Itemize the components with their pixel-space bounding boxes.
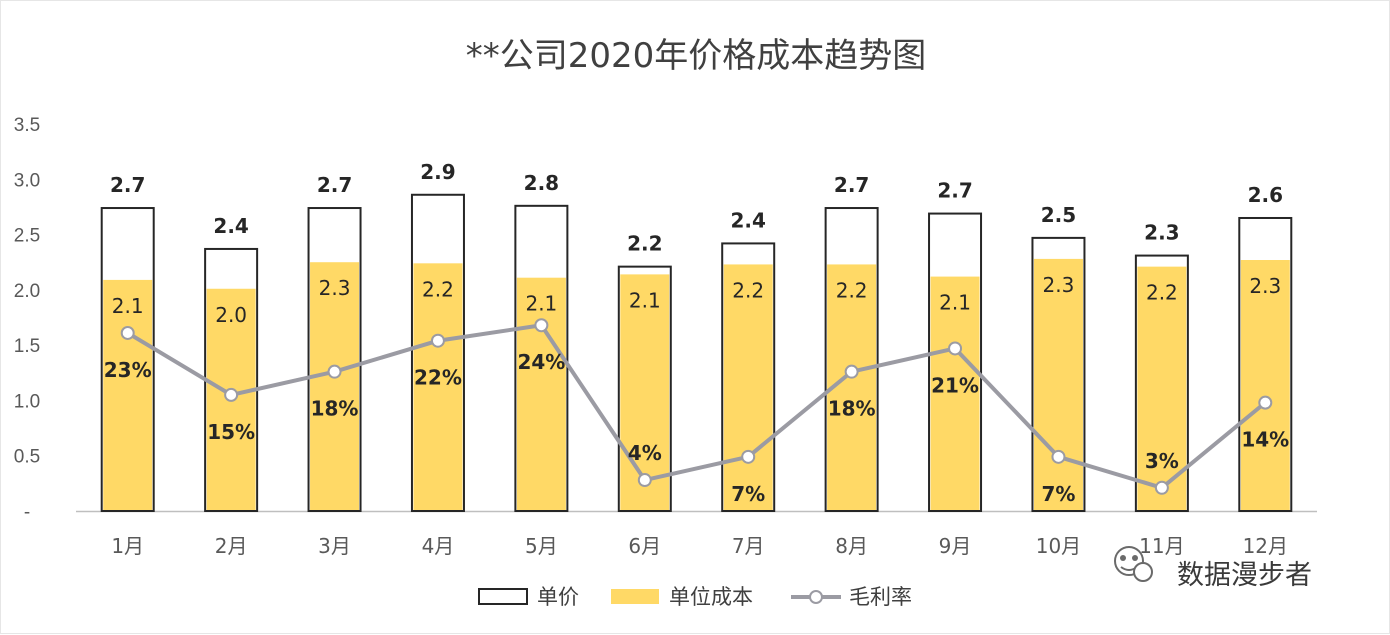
price-label: 2.7 xyxy=(110,173,145,197)
y-tick-label: - xyxy=(24,502,30,523)
cost-bar xyxy=(1137,266,1187,510)
price-label: 2.9 xyxy=(420,160,455,184)
cost-label: 2.3 xyxy=(319,276,351,300)
cost-bar xyxy=(1033,258,1083,510)
cost-bar xyxy=(930,276,980,510)
chart-title: **公司2020年价格成本趋势图 xyxy=(466,36,927,76)
margin-point xyxy=(1258,395,1273,410)
legend-swatch-margin-marker xyxy=(809,590,823,604)
margin-point xyxy=(637,473,652,488)
x-tick-label: 3月 xyxy=(318,534,351,558)
cost-label: 2.1 xyxy=(112,294,144,318)
y-tick-label: 3.5 xyxy=(14,115,40,136)
watermark: 数据漫步者 xyxy=(1114,546,1312,591)
x-tick-label: 8月 xyxy=(835,534,868,558)
margin-label: 7% xyxy=(1041,482,1075,506)
cost-bar xyxy=(1240,260,1290,510)
margin-label: 21% xyxy=(931,373,979,397)
y-axis: - 0.5 1.0 1.5 2.0 2.5 3.0 3.5 xyxy=(14,115,40,523)
x-tick-label: 2月 xyxy=(215,534,248,558)
margin-label: 24% xyxy=(517,350,565,374)
watermark-text: 数据漫步者 xyxy=(1177,560,1312,591)
y-tick-label: 1.5 xyxy=(14,336,40,357)
data-labels: 2.7 2.1 23% 2.4 2.0 15% 2.7 2.3 18% 2.9 2.2 22% 2.8 2… xyxy=(104,160,1289,506)
x-tick-label: 12月 xyxy=(1243,534,1288,558)
y-tick-label: 2.5 xyxy=(14,226,40,247)
legend-label-margin: 毛利率 xyxy=(849,585,912,609)
x-tick-label: 10月 xyxy=(1036,534,1081,558)
margin-label: 3% xyxy=(1145,449,1179,473)
cost-bar xyxy=(413,263,463,510)
margin-point xyxy=(844,364,859,379)
price-label: 2.7 xyxy=(317,173,352,197)
cost-label: 2.1 xyxy=(939,291,971,315)
margin-point xyxy=(741,449,756,464)
margin-point xyxy=(1154,480,1169,495)
margin-line xyxy=(126,323,1267,490)
margin-line-series xyxy=(120,318,1273,495)
margin-label: 15% xyxy=(207,420,255,444)
x-tick-label: 6月 xyxy=(628,534,661,558)
price-label: 2.4 xyxy=(213,214,248,238)
legend-swatch-price xyxy=(478,588,528,605)
price-label: 2.2 xyxy=(627,232,662,256)
margin-point xyxy=(948,341,963,356)
price-label: 2.6 xyxy=(1248,183,1283,207)
margin-point xyxy=(120,325,135,340)
y-tick-label: 3.0 xyxy=(14,170,40,191)
margin-label: 18% xyxy=(828,397,876,421)
margin-label: 7% xyxy=(731,482,765,506)
cost-label: 2.3 xyxy=(1043,273,1075,297)
cost-label: 2.2 xyxy=(422,277,454,301)
margin-point xyxy=(327,364,342,379)
cost-label: 2.0 xyxy=(215,303,247,327)
price-label: 2.5 xyxy=(1041,203,1076,227)
price-label: 2.4 xyxy=(730,208,765,232)
margin-label: 22% xyxy=(414,366,462,390)
cost-label: 2.1 xyxy=(525,292,557,316)
margin-point xyxy=(1051,449,1066,464)
cost-bar xyxy=(620,274,670,510)
legend-swatch-cost xyxy=(611,589,659,604)
cost-label: 2.2 xyxy=(1146,281,1178,305)
margin-label: 18% xyxy=(311,397,359,421)
price-label: 2.8 xyxy=(524,171,559,195)
x-tick-label: 7月 xyxy=(732,534,765,558)
legend-label-price: 单价 xyxy=(537,585,579,609)
wechat-icon xyxy=(1114,546,1153,582)
y-tick-label: 0.5 xyxy=(14,447,40,468)
x-tick-label: 5月 xyxy=(525,534,558,558)
margin-point xyxy=(224,387,239,402)
legend-label-cost: 单位成本 xyxy=(669,585,753,609)
bar-series xyxy=(100,193,1293,513)
margin-label: 14% xyxy=(1241,428,1289,452)
legend: 单价 单位成本 毛利率 xyxy=(478,585,912,609)
cost-bar xyxy=(516,277,566,510)
margin-point xyxy=(534,318,549,333)
x-tick-label: 9月 xyxy=(939,534,972,558)
margin-label: 4% xyxy=(628,441,662,465)
margin-point xyxy=(430,333,445,348)
x-axis: 1月 2月 3月 4月 5月 6月 7月 8月 9月 10月 11月 12月 xyxy=(76,510,1317,558)
y-tick-label: 2.0 xyxy=(14,281,40,302)
cost-label: 2.2 xyxy=(732,278,764,302)
cost-bar xyxy=(310,262,360,510)
cost-bar xyxy=(103,279,153,510)
x-tick-label: 1月 xyxy=(111,534,144,558)
price-label: 2.7 xyxy=(937,179,972,203)
price-label: 2.3 xyxy=(1144,221,1179,245)
cost-label: 2.2 xyxy=(836,278,868,302)
margin-label: 23% xyxy=(104,358,152,382)
x-tick-label: 4月 xyxy=(422,534,455,558)
x-tick-label: 11月 xyxy=(1139,534,1184,558)
y-tick-label: 1.0 xyxy=(14,391,40,412)
cost-label: 2.3 xyxy=(1249,274,1281,298)
price-label: 2.7 xyxy=(834,173,869,197)
cost-bar xyxy=(723,264,773,510)
cost-label: 2.1 xyxy=(629,288,661,312)
